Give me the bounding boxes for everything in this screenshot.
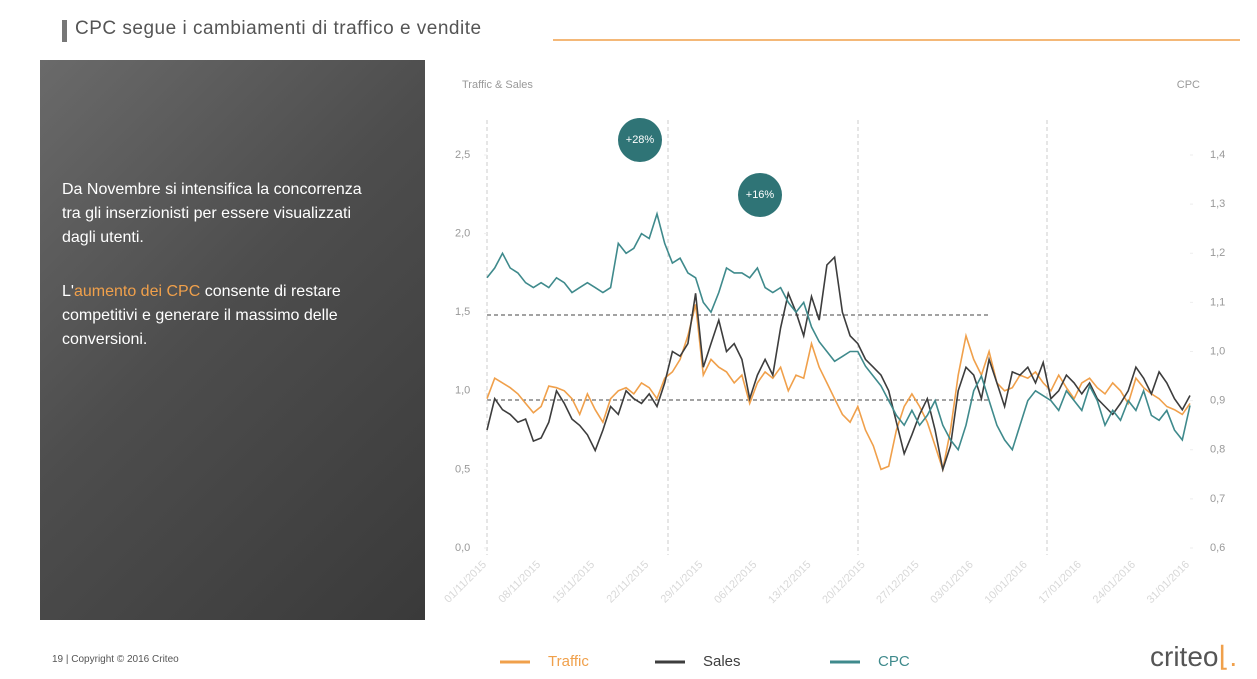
x-tick-label: 20/12/2015 xyxy=(820,559,867,606)
series-line xyxy=(487,214,1190,450)
x-tick-label: 24/01/2016 xyxy=(1091,559,1138,606)
y2-tick-label: 1,4 xyxy=(1210,149,1225,161)
x-tick-label: 06/12/2015 xyxy=(712,559,759,606)
x-tick-label: 17/01/2016 xyxy=(1037,559,1084,606)
y-tick-label: 1,5 xyxy=(455,306,470,318)
logo: criteo⌊. xyxy=(1150,640,1237,673)
y-tick-label: 0,0 xyxy=(455,542,470,554)
slide: Traffic & Sales CPC 0,0 0,5 1,0 1,5 2,0 2,5 0,… xyxy=(0,0,1257,679)
legend-label: CPC xyxy=(878,653,910,670)
highlight: aumento dei CPC xyxy=(74,283,200,300)
x-tick-label: 31/01/2016 xyxy=(1145,559,1192,606)
x-tick-label: 27/12/2015 xyxy=(874,559,921,606)
logo-text: criteo xyxy=(1150,641,1218,672)
y2-tick-label: 1,1 xyxy=(1210,296,1225,308)
x-tick-label: 29/11/2015 xyxy=(659,559,706,606)
y-tick-label: 0,5 xyxy=(455,463,470,475)
x-tick-label: 15/11/2015 xyxy=(550,559,597,606)
y2-tick-label: 1,0 xyxy=(1210,345,1225,357)
annotation-label: +16% xyxy=(746,189,775,201)
legend-label: Sales xyxy=(703,653,741,670)
y-axis-title: Traffic & Sales xyxy=(462,79,533,91)
title-bar xyxy=(62,20,67,42)
logo-mark: ⌊. xyxy=(1218,641,1237,672)
y2-axis-title: CPC xyxy=(1177,79,1200,91)
footer: 19 | Copyright © 2016 Criteo xyxy=(52,654,179,665)
annotation-label: +28% xyxy=(626,134,655,146)
y-tick-label: 2,5 xyxy=(455,149,470,161)
series-line xyxy=(487,257,1190,469)
text: L' xyxy=(62,283,74,300)
legend-label: Traffic xyxy=(548,653,589,670)
y2-tick-label: 0,9 xyxy=(1210,395,1225,407)
y2-tick-label: 0,8 xyxy=(1210,444,1225,456)
y-tick-label: 1,0 xyxy=(455,385,470,397)
x-tick-label: 13/12/2015 xyxy=(766,559,813,606)
slide-title: CPC segue i cambiamenti di traffico e ve… xyxy=(75,18,482,40)
paragraph: Da Novembre si intensifica la concorrenz… xyxy=(62,178,382,250)
x-tick-label: 10/01/2016 xyxy=(982,559,1029,606)
x-tick-label: 08/11/2015 xyxy=(496,559,543,606)
x-tick-label: 03/01/2016 xyxy=(928,559,975,606)
y2-tick-label: 0,7 xyxy=(1210,493,1225,505)
paragraph: L'aumento dei CPC consente di restare co… xyxy=(62,280,382,352)
y-tick-label: 2,0 xyxy=(455,228,470,240)
x-tick-label: 22/11/2015 xyxy=(605,559,652,606)
x-tick-label: 01/11/2015 xyxy=(442,559,489,606)
reference-lines xyxy=(487,315,990,400)
y2-tick-label: 0,6 xyxy=(1210,542,1225,554)
y2-tick-label: 1,2 xyxy=(1210,247,1225,259)
image-panel: Da Novembre si intensifica la concorrenz… xyxy=(40,60,425,620)
y2-tick-label: 1,3 xyxy=(1210,198,1225,210)
